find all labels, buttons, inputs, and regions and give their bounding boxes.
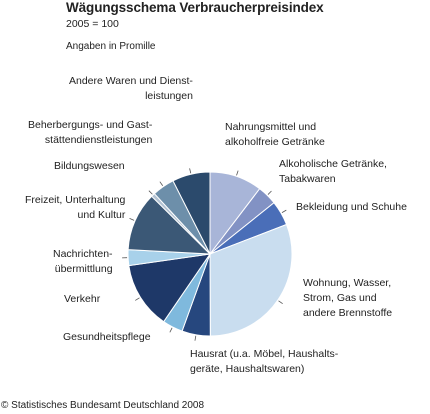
leader-line-10 <box>148 190 153 195</box>
slice-label-4: Wohnung, Wasser, Strom, Gas und andere Bre… <box>303 276 392 321</box>
pie-slice-12 <box>172 171 211 255</box>
leader-line-3 <box>281 209 287 213</box>
slice-label-1-line-1: Nahrungsmittel und <box>225 121 317 133</box>
slice-label-5-line-1: Hausrat (u.a. Möbel, Haushalts- <box>190 348 339 360</box>
chart-subtitle: 2005 = 100 <box>66 18 119 30</box>
slice-label-11-line-2: stättendienstleistungen <box>44 134 153 146</box>
slice-label-10: Bildungswesen <box>54 159 125 174</box>
leader-line-6 <box>169 327 173 333</box>
leader-line-4 <box>278 300 283 304</box>
slice-label-12-line-1: Andere Waren und Dienst- <box>69 75 193 87</box>
slice-label-4-line-2: Strom, Gas und <box>303 292 377 304</box>
slice-label-7-line-1: Verkehr <box>64 293 101 305</box>
slice-label-11: Beherbergungs- und Gast-stättendienstlei… <box>28 118 152 148</box>
slice-label-4-line-3: andere Brennstoffe <box>303 307 393 319</box>
source-note: © Statistisches Bundesamt Deutschland 20… <box>1 400 205 411</box>
slice-label-5-line-2: geräte, Haushaltswaren) <box>190 363 305 375</box>
slice-label-2: Alkoholische Getränke, Tabakwaren <box>279 157 387 187</box>
leader-line-1 <box>236 170 239 176</box>
leader-line-5 <box>194 335 197 341</box>
slice-label-11-line-1: Beherbergungs- und Gast- <box>28 119 153 131</box>
unit-note: Angaben in Promille <box>66 41 156 52</box>
leader-line-11 <box>159 181 164 187</box>
slice-label-9-line-2: und Kultur <box>77 209 126 221</box>
slice-label-8-line-1: Nachrichten- <box>53 248 113 260</box>
pie-slice-4 <box>209 223 293 337</box>
slice-label-6-line-1: Gesundheitspflege <box>63 331 151 343</box>
chart-title: Wägungsschema Verbraucherpreisindex <box>66 0 324 15</box>
slice-label-10-line-1: Bildungswesen <box>54 160 125 172</box>
slice-label-8-line-2: übermittlung <box>54 263 113 275</box>
slice-label-2-line-1: Alkoholische Getränke, <box>279 158 387 170</box>
slice-label-3-line-1: Bekleidung und Schuhe <box>296 201 407 213</box>
pie-slice-7 <box>128 253 212 323</box>
slice-label-12: Andere Waren und Dienst-leistungen <box>69 74 193 104</box>
slice-label-1: Nahrungsmittel und alkoholfreie Getränke <box>225 120 325 150</box>
slice-label-5: Hausrat (u.a. Möbel, Haushalts-geräte, H… <box>190 347 338 377</box>
slice-label-9: Freizeit, Unterhaltung und Kultur <box>25 193 125 223</box>
slice-label-9-line-1: Freizeit, Unterhaltung <box>25 194 126 206</box>
leader-line-2 <box>267 190 272 195</box>
slice-label-2-line-2: Tabakwaren <box>279 173 336 185</box>
slice-label-12-line-2: leistungen <box>145 90 193 102</box>
slice-label-4-line-1: Wohnung, Wasser, <box>303 277 392 289</box>
leader-line-12 <box>189 168 192 174</box>
leader-line-7 <box>135 297 140 301</box>
slice-label-1-line-2: alkoholfreie Getränke <box>225 136 325 148</box>
slice-label-3: Bekleidung und Schuhe <box>296 200 407 215</box>
leader-line-9 <box>129 218 135 221</box>
slice-label-7: Verkehr <box>64 292 100 307</box>
slice-label-6: Gesundheitspflege <box>63 330 151 345</box>
slice-label-8: Nachrichten-übermittlung <box>53 247 113 277</box>
